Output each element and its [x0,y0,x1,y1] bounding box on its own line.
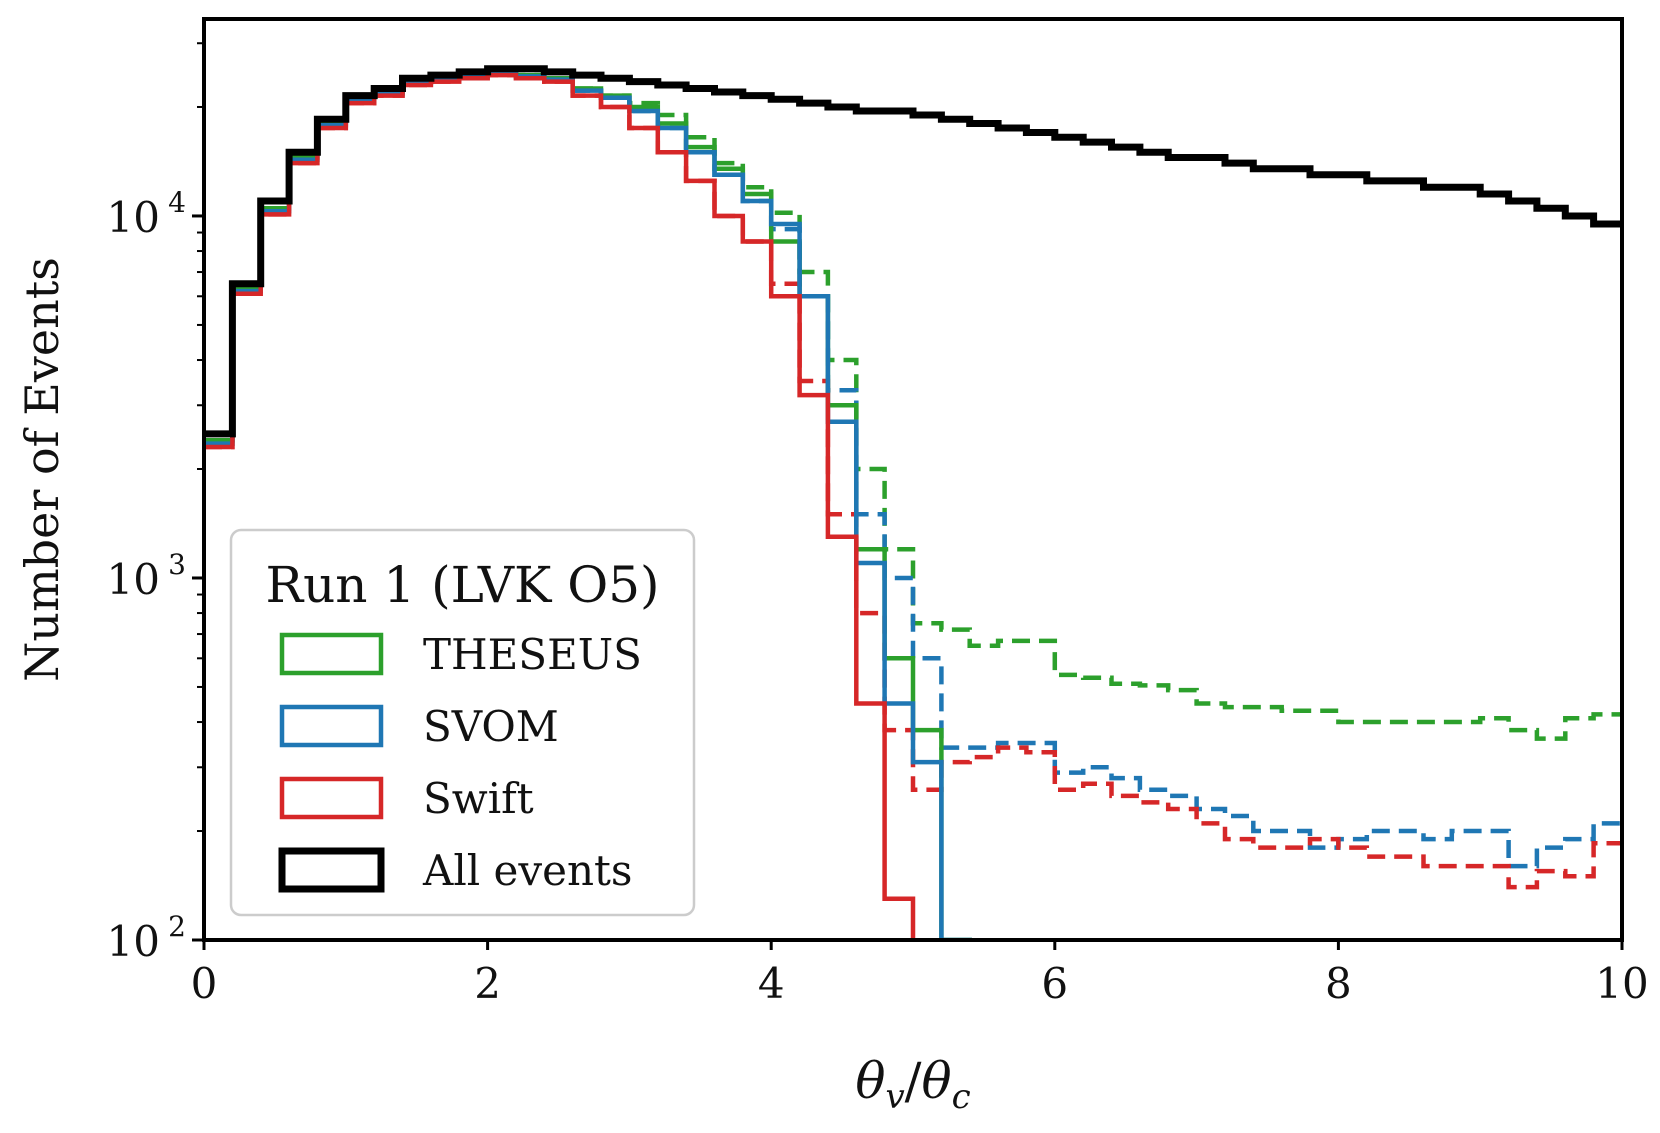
legend-label-swift: Swift [423,774,534,823]
legend-swatch-theseus [279,632,384,676]
plot-frame [202,17,1624,942]
legend-swatch-svom [279,704,384,748]
series-swift [204,72,916,940]
x-tick-label: 0 [191,959,218,1008]
legend-swatch-swift [279,776,384,820]
legend-swatch-all-events [278,847,385,893]
y-tick-label: 10 [107,193,160,242]
x-axis-label-subscript: v [885,1077,904,1117]
x-tick-label: 8 [1325,959,1352,1008]
legend-label-theseus: THESEUS [423,630,642,679]
legend-title: Run 1 (LVK O5) [265,556,659,614]
x-tick-label: 6 [1041,959,1068,1008]
x-axis-label-symbol: θ [855,1052,885,1110]
x-tick-label: 10 [1595,959,1648,1008]
legend-label-svom: SVOM [423,702,559,751]
legend-label-all-events: All events [422,846,632,895]
x-axis-label-slash: / [905,1052,922,1110]
series-layer [204,65,1622,940]
y-tick-exponent: 2 [168,910,186,943]
series-all-events [204,65,1622,438]
x-axis: 0 2 4 6 8 10 [191,940,1649,1008]
x-axis-label-symbol: θ [922,1052,952,1110]
y-tick-label: 10 [107,917,160,966]
legend: Run 1 (LVK O5) THESEUS SVOM Swift All events [229,528,696,917]
x-axis-label: θv/θc [855,1052,970,1117]
y-tick-exponent: 4 [168,186,186,219]
x-tick-label: 4 [758,959,785,1008]
y-tick-exponent: 3 [168,548,186,581]
y-tick-label: 10 [107,555,160,604]
y-axis-label: Number of Events [15,257,69,682]
x-tick-label: 2 [474,959,501,1008]
x-axis-label-subscript: c [952,1077,971,1117]
series-svom-dashed [204,70,1622,869]
